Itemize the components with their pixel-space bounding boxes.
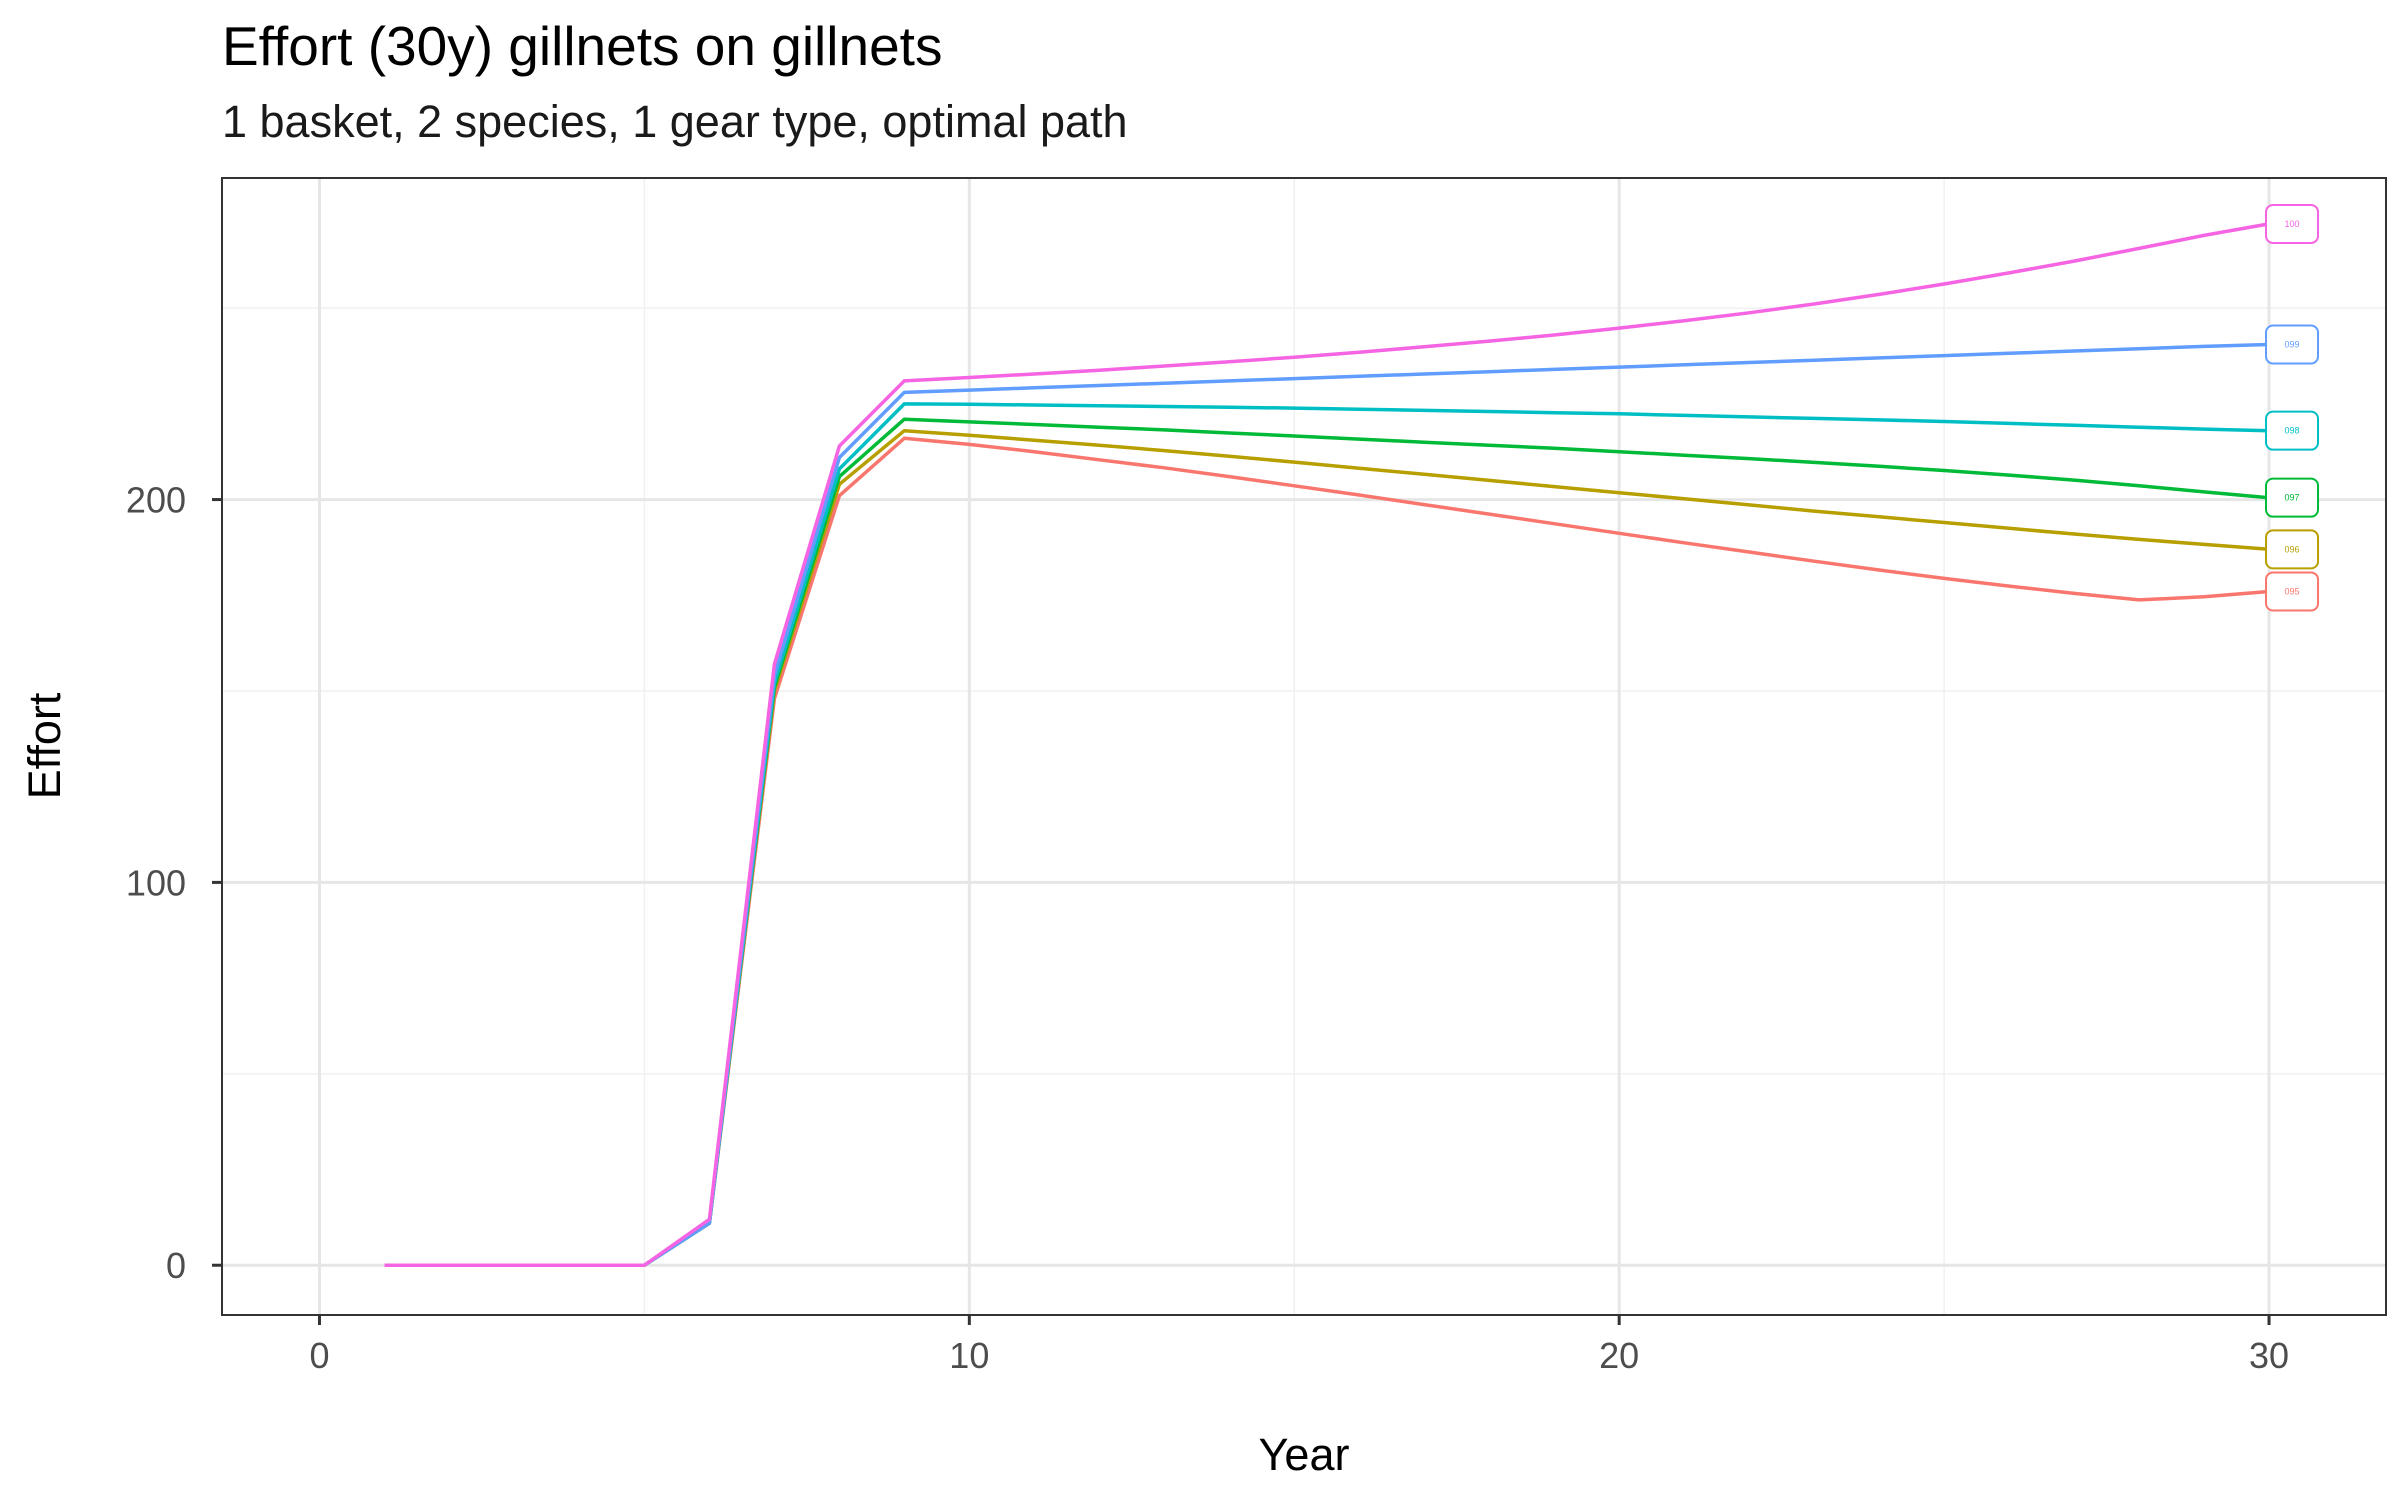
series-line-100: [384, 222, 2270, 1267]
series-label-box-100: [2265, 203, 2320, 244]
y-axis: 0 100 200: [126, 480, 222, 1286]
series-label-099: 099: [2285, 340, 2300, 350]
x-tick-label: 0: [309, 1335, 329, 1376]
series-line-099: [384, 342, 2270, 1267]
series-label-box-098: [2265, 410, 2320, 451]
series-label-095: 095: [2285, 586, 2300, 596]
series-lines: [384, 222, 2270, 1267]
chart-title: Effort (30y) gillnets on gillnets: [222, 15, 943, 77]
series-line-096: [384, 428, 2270, 1267]
x-axis: 0 10 20 30: [309, 1315, 2289, 1376]
y-axis-title: Effort: [19, 692, 70, 799]
series-line-095: [384, 436, 2270, 1267]
series-line-098: [384, 402, 2270, 1267]
series-label-box-096: [2265, 529, 2320, 570]
x-tick-label: 20: [1599, 1335, 1639, 1376]
end-labels: 095 096 097 098 099 100: [2265, 203, 2320, 612]
y-tick-label: 0: [166, 1245, 186, 1286]
major-gridlines: [222, 178, 2386, 1315]
x-tick-label: 10: [949, 1335, 989, 1376]
series-label-box-095: [2265, 571, 2320, 612]
minor-gridlines: [222, 178, 2386, 1315]
chart-subtitle: 1 basket, 2 species, 1 gear type, optima…: [222, 96, 1128, 147]
plot-panel-border: [221, 177, 2387, 1316]
series-label-097: 097: [2285, 493, 2300, 503]
series-label-096: 096: [2285, 544, 2300, 554]
x-tick-label: 30: [2249, 1335, 2289, 1376]
series-line-097: [384, 417, 2270, 1267]
y-tick-label: 100: [126, 862, 186, 903]
x-axis-title: Year: [1259, 1429, 1350, 1480]
y-tick-label: 200: [126, 480, 186, 521]
series-label-box-099: [2265, 324, 2320, 365]
series-label-098: 098: [2285, 426, 2300, 436]
series-label-box-097: [2265, 477, 2320, 518]
series-label-100: 100: [2285, 219, 2300, 229]
